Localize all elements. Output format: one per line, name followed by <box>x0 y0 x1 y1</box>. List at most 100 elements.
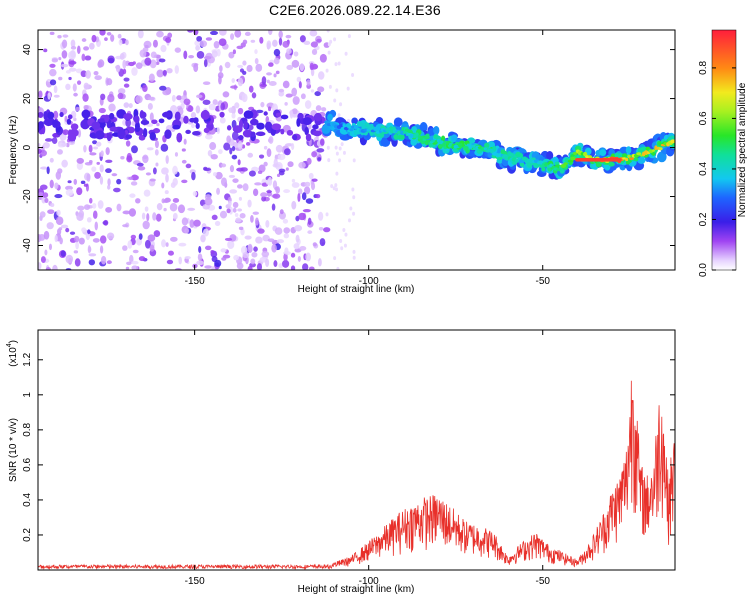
noise-blob <box>159 85 167 91</box>
noise-blob <box>53 85 58 94</box>
noise-blob <box>304 100 312 109</box>
noise-blob <box>142 154 149 164</box>
colorbar-tick-label: 0.0 <box>698 263 709 277</box>
noise-blob <box>167 32 173 39</box>
noise-blob <box>132 249 139 254</box>
noise-blob <box>302 209 311 213</box>
noise-blob <box>232 178 239 183</box>
noise-blob <box>156 203 163 211</box>
ridge-core <box>470 144 476 148</box>
noise-blob <box>238 226 244 231</box>
noise-blob <box>255 63 263 72</box>
noise-band-blob <box>238 135 244 141</box>
noise-blob <box>224 237 233 242</box>
noise-blob <box>46 166 50 175</box>
noise-band-blob <box>106 133 112 142</box>
noise-band-blob <box>164 129 172 139</box>
noise-blob <box>261 76 267 85</box>
noise-blob <box>196 94 203 99</box>
noise-blob <box>282 218 289 224</box>
noise-blob <box>283 253 288 261</box>
noise-blob <box>76 80 82 85</box>
noise-blob <box>142 220 150 230</box>
noise-band-blob <box>242 129 253 138</box>
noise-blob <box>241 93 248 103</box>
noise-blob <box>282 40 290 48</box>
noise-blob <box>335 187 339 192</box>
noise-band-blob <box>189 117 196 123</box>
noise-blob <box>98 107 106 114</box>
noise-blob <box>47 209 55 215</box>
noise-blob <box>117 33 122 39</box>
noise-blob <box>267 106 272 112</box>
noise-blob <box>165 173 169 183</box>
noise-blob <box>100 150 104 157</box>
noise-blob <box>335 88 339 93</box>
ridge-blob <box>393 117 403 127</box>
noise-blob <box>74 258 81 267</box>
noise-blob <box>231 146 236 152</box>
noise-blob <box>237 208 243 212</box>
noise-blob <box>257 228 265 234</box>
noise-blob <box>177 204 186 214</box>
noise-band-blob <box>275 112 282 118</box>
noise-blob <box>146 213 150 222</box>
noise-blob <box>234 102 240 109</box>
noise-blob <box>117 88 126 95</box>
noise-blob <box>166 259 174 265</box>
noise-blob <box>351 187 355 192</box>
noise-blob <box>250 214 254 223</box>
noise-blob <box>291 182 300 188</box>
noise-blob <box>161 239 167 248</box>
noise-blob <box>275 144 283 153</box>
noise-blob <box>47 92 51 100</box>
noise-blob <box>309 30 318 37</box>
noise-blob <box>181 217 189 226</box>
noise-blob <box>174 65 179 74</box>
noise-blob <box>315 193 321 199</box>
noise-blob <box>105 159 113 164</box>
colorbar-gradient <box>711 29 737 271</box>
noise-blob <box>113 187 121 193</box>
noise-blob <box>214 220 221 226</box>
noise-blob <box>147 96 155 101</box>
noise-band-blob <box>43 111 48 120</box>
noise-band-blob <box>249 118 259 126</box>
noise-band-blob <box>226 125 232 131</box>
noise-blob <box>70 49 76 58</box>
noise-blob <box>48 243 53 251</box>
noise-blob <box>278 30 283 39</box>
noise-blob <box>211 50 218 58</box>
noise-blob <box>219 117 226 124</box>
noise-band-blob <box>47 111 55 120</box>
noise-blob <box>251 92 257 99</box>
noise-band-blob <box>292 134 298 141</box>
ridge-blob <box>433 126 440 135</box>
noise-blob <box>204 245 212 251</box>
noise-blob <box>91 34 97 43</box>
noise-blob <box>319 138 325 146</box>
noise-band-blob <box>134 115 140 124</box>
noise-band-blob <box>174 111 181 121</box>
noise-blob <box>317 86 325 93</box>
noise-blob <box>138 256 146 262</box>
noise-blob <box>337 113 341 118</box>
noise-blob <box>226 208 231 214</box>
ridge-core <box>570 156 576 161</box>
noise-blob <box>352 249 356 254</box>
noise-blob <box>242 70 247 75</box>
noise-band-blob <box>264 121 273 131</box>
noise-blob <box>226 135 231 144</box>
noise-blob <box>285 167 289 171</box>
noise-blob <box>131 260 139 265</box>
noise-blob <box>89 197 93 204</box>
ridge-blob <box>438 143 444 148</box>
noise-blob <box>107 57 115 64</box>
noise-blob <box>285 34 292 39</box>
ridge-core <box>560 163 567 169</box>
noise-band-blob <box>66 118 72 125</box>
noise-blob <box>128 208 137 217</box>
ridge-blob <box>399 134 405 140</box>
noise-blob <box>100 255 107 265</box>
noise-blob <box>110 34 115 42</box>
